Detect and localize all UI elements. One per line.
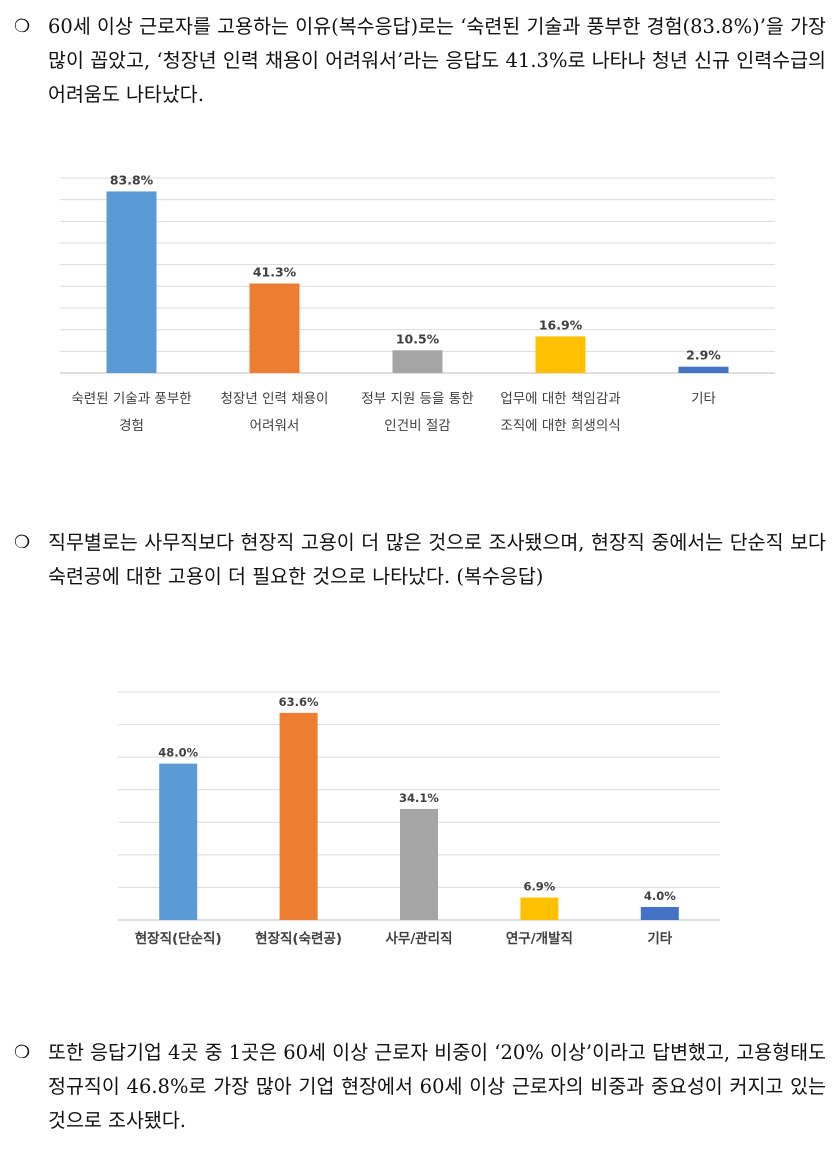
category-label: 기타 xyxy=(691,391,716,407)
bar xyxy=(520,897,559,920)
category-label: 어려워서 xyxy=(250,418,300,434)
data-label: 48.0% xyxy=(158,746,198,760)
category-label: 현장직(숙련공) xyxy=(255,930,342,947)
data-label: 2.9% xyxy=(686,348,721,363)
category-label: 기타 xyxy=(647,931,672,947)
category-label: 업무에 대한 책임감과 xyxy=(500,391,620,407)
data-label: 34.1% xyxy=(399,791,439,805)
bar xyxy=(535,336,586,373)
bar xyxy=(106,191,157,373)
bar xyxy=(640,906,679,920)
bar xyxy=(249,283,300,373)
paragraph-2: ❍ 직무별로는 사무직보다 현장직 고용이 더 많은 것으로 조사됐으며, 현장… xyxy=(14,526,826,594)
data-label: 41.3% xyxy=(253,265,297,280)
data-label: 83.8% xyxy=(110,172,154,187)
paragraph-text: 60세 이상 근로자를 고용하는 이유(복수응답)로는 ‘숙련된 기술과 풍부한… xyxy=(48,15,826,106)
job-type-chart-svg: 48.0% 현장직(단순직) 63.6% 현장직(숙련공) 34.1% 사무/관리직 6.9… xyxy=(118,691,720,947)
bar xyxy=(279,712,318,920)
bar xyxy=(392,350,443,373)
paragraph-3: ❍ 또한 응답기업 4곳 중 1곳은 60세 이상 근로자 비중이 ‘20% 이… xyxy=(14,1036,826,1138)
paragraph-text: 또한 응답기업 4곳 중 1곳은 60세 이상 근로자 비중이 ‘20% 이상’… xyxy=(48,1041,826,1132)
data-label: 10.5% xyxy=(396,331,440,346)
category-label: 사무/관리직 xyxy=(385,930,452,947)
category-label: 인건비 절감 xyxy=(384,418,450,434)
bar xyxy=(159,763,198,920)
data-label: 63.6% xyxy=(279,695,319,709)
category-label: 현장직(단순직) xyxy=(135,930,222,947)
data-label: 6.9% xyxy=(523,880,555,894)
data-label: 4.0% xyxy=(644,889,676,903)
category-label: 청장년 인력 채용이 xyxy=(221,391,329,407)
bullet-circle-icon: ❍ xyxy=(14,16,31,37)
category-label: 경험 xyxy=(119,418,144,434)
bar xyxy=(678,366,729,373)
category-label: 정부 지원 등을 통한 xyxy=(361,391,473,407)
paragraph-text: 직무별로는 사무직보다 현장직 고용이 더 많은 것으로 조사됐으며, 현장직 … xyxy=(48,531,826,588)
paragraph-1: ❍ 60세 이상 근로자를 고용하는 이유(복수응답)로는 ‘숙련된 기술과 풍… xyxy=(14,10,826,112)
category-label: 연구/개발직 xyxy=(506,930,573,947)
category-label: 조직에 대한 희생의식 xyxy=(500,418,620,434)
bullet-circle-icon: ❍ xyxy=(14,532,31,553)
data-label: 16.9% xyxy=(539,317,583,332)
bar xyxy=(400,808,438,920)
bullet-circle-icon: ❍ xyxy=(14,1042,31,1063)
category-label: 숙련된 기술과 풍부한 xyxy=(71,391,191,407)
job-type-bar-chart: 48.0% 현장직(단순직) 63.6% 현장직(숙련공) 34.1% 사무/관리직 6.9… xyxy=(100,682,730,952)
